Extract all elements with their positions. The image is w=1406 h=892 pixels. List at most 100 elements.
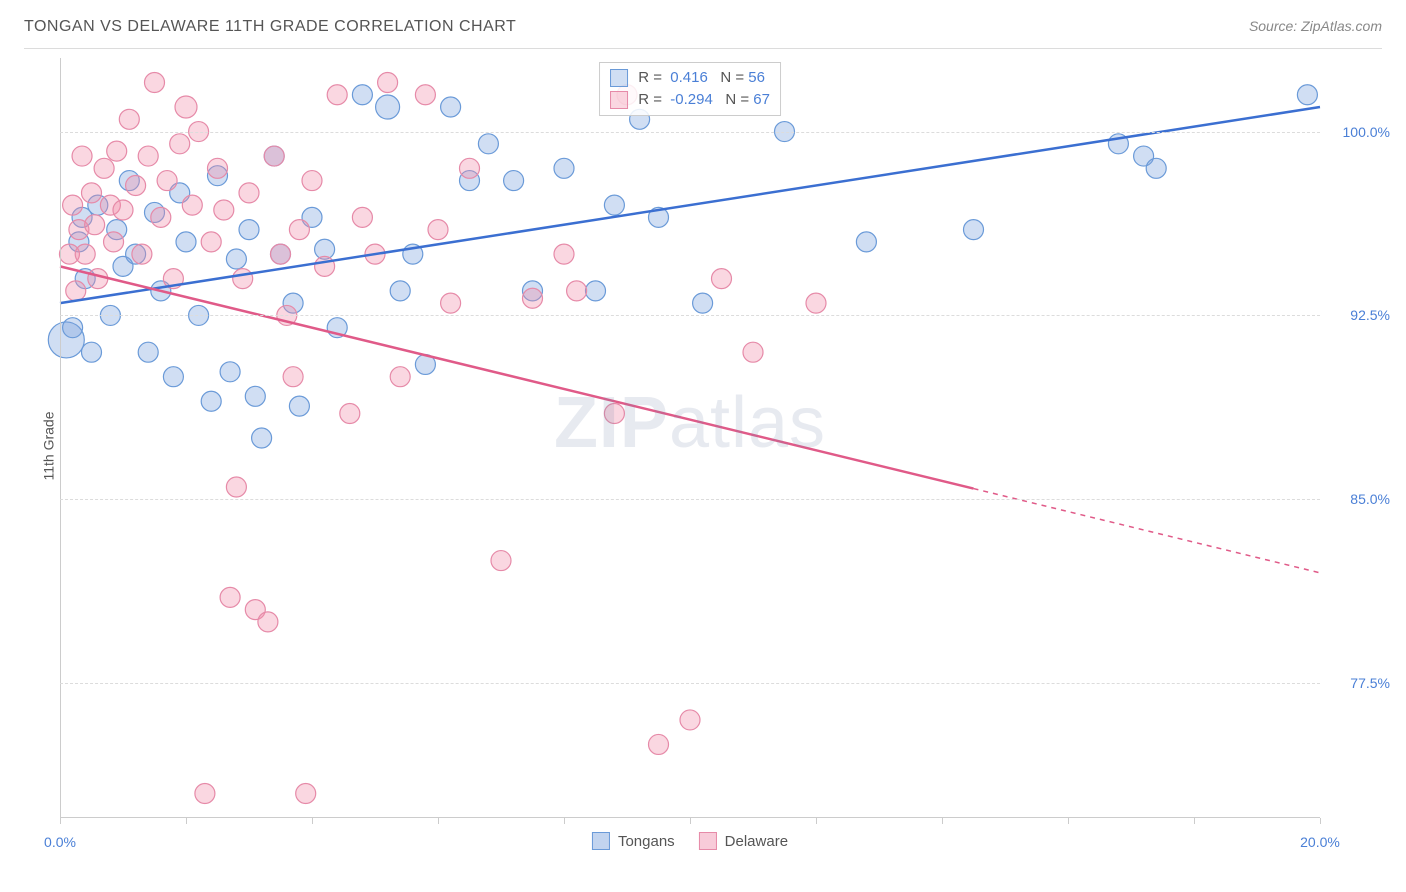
data-point	[460, 158, 480, 178]
data-point	[1297, 85, 1317, 105]
data-point	[239, 220, 259, 240]
data-point	[415, 85, 435, 105]
legend-row: R = -0.294 N = 67	[610, 89, 770, 111]
data-point	[390, 367, 410, 387]
x-tick	[1068, 818, 1069, 824]
data-point	[964, 220, 984, 240]
data-point	[376, 95, 400, 119]
data-point	[1146, 158, 1166, 178]
x-tick	[564, 818, 565, 824]
y-axis-line	[60, 58, 61, 818]
y-tick-label: 77.5%	[1350, 675, 1390, 691]
data-point	[378, 73, 398, 93]
data-point	[201, 232, 221, 252]
data-point	[214, 200, 234, 220]
source-credit: Source: ZipAtlas.com	[1249, 18, 1382, 34]
data-point	[195, 783, 215, 803]
data-point	[649, 734, 669, 754]
data-point	[712, 269, 732, 289]
data-point	[264, 146, 284, 166]
legend-item: Delaware	[699, 832, 788, 850]
data-point	[340, 403, 360, 423]
data-point	[75, 244, 95, 264]
gridline	[60, 683, 1320, 684]
legend-item: Tongans	[592, 832, 675, 850]
data-point	[806, 293, 826, 313]
data-point	[107, 141, 127, 161]
data-point	[94, 158, 114, 178]
data-point	[104, 232, 124, 252]
legend-swatch	[592, 832, 610, 850]
data-point	[151, 207, 171, 227]
data-point	[586, 281, 606, 301]
data-point	[289, 396, 309, 416]
data-point	[239, 183, 259, 203]
x-tick	[60, 818, 61, 824]
plot-svg	[60, 58, 1320, 818]
data-point	[289, 220, 309, 240]
series-legend: Tongans Delaware	[592, 832, 788, 850]
header-divider	[24, 48, 1382, 49]
data-point	[478, 134, 498, 154]
data-point	[138, 146, 158, 166]
y-axis-label: 11th Grade	[41, 411, 57, 480]
x-tick	[816, 818, 817, 824]
x-tick	[1320, 818, 1321, 824]
data-point	[145, 73, 165, 93]
gridline	[60, 132, 1320, 133]
x-tick-label: 0.0%	[44, 834, 76, 850]
scatter-plot: ZIPatlas R = 0.416 N = 56 R = -0.294 N =…	[60, 58, 1320, 818]
trend-line	[60, 107, 1320, 303]
legend-swatch	[699, 832, 717, 850]
data-point	[327, 85, 347, 105]
legend-label: Tongans	[618, 833, 675, 850]
data-point	[138, 342, 158, 362]
data-point	[428, 220, 448, 240]
data-point	[63, 318, 83, 338]
x-tick	[186, 818, 187, 824]
data-point	[523, 288, 543, 308]
data-point	[441, 97, 461, 117]
data-point	[82, 183, 102, 203]
trend-line	[60, 266, 974, 488]
data-point	[258, 612, 278, 632]
trend-line-dashed	[974, 489, 1321, 573]
data-point	[226, 249, 246, 269]
data-point	[567, 281, 587, 301]
legend-text: R = -0.294 N = 67	[634, 89, 770, 111]
y-tick-label: 92.5%	[1350, 307, 1390, 323]
data-point	[82, 342, 102, 362]
data-point	[220, 362, 240, 382]
legend-swatch	[610, 69, 628, 87]
data-point	[680, 710, 700, 730]
data-point	[271, 244, 291, 264]
data-point	[856, 232, 876, 252]
data-point	[113, 200, 133, 220]
data-point	[504, 171, 524, 191]
data-point	[72, 146, 92, 166]
data-point	[126, 175, 146, 195]
data-point	[157, 171, 177, 191]
data-point	[554, 158, 574, 178]
gridline	[60, 315, 1320, 316]
x-tick	[312, 818, 313, 824]
data-point	[208, 158, 228, 178]
data-point	[604, 403, 624, 423]
data-point	[163, 367, 183, 387]
data-point	[283, 367, 303, 387]
data-point	[315, 256, 335, 276]
y-tick-label: 100.0%	[1343, 124, 1390, 140]
x-tick	[1194, 818, 1195, 824]
data-point	[352, 207, 372, 227]
data-point	[554, 244, 574, 264]
data-point	[245, 386, 265, 406]
x-tick	[942, 818, 943, 824]
correlation-legend: R = 0.416 N = 56 R = -0.294 N = 67	[599, 62, 781, 116]
data-point	[352, 85, 372, 105]
data-point	[743, 342, 763, 362]
chart-title: TONGAN VS DELAWARE 11TH GRADE CORRELATIO…	[24, 18, 516, 35]
data-point	[491, 551, 511, 571]
data-point	[220, 587, 240, 607]
legend-row: R = 0.416 N = 56	[610, 67, 770, 89]
data-point	[252, 428, 272, 448]
